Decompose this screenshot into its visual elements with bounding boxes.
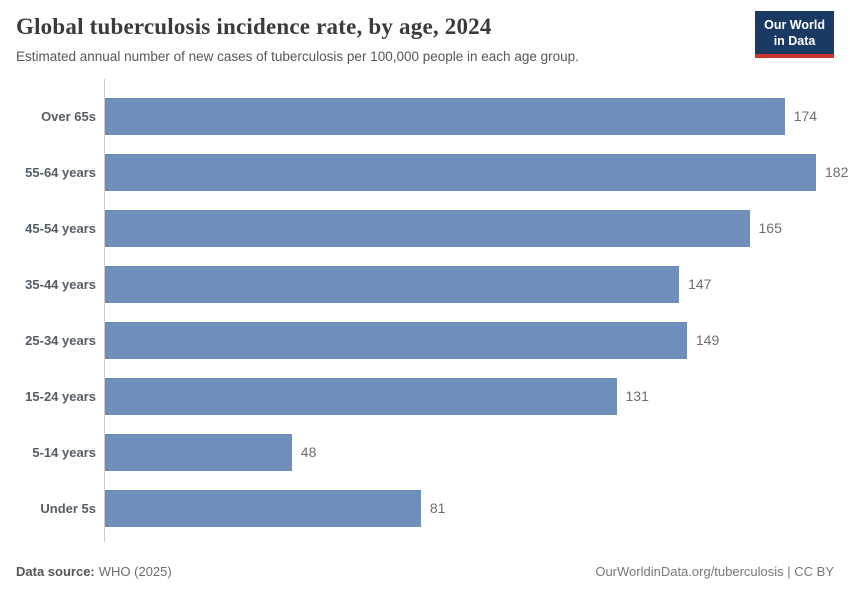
bar [104,489,421,527]
value-label: 131 [625,388,649,405]
bar [104,377,617,415]
attribution-text: OurWorldinData.org/tuberculosis | CC BY [595,564,834,580]
page-title: Global tuberculosis incidence rate, by a… [16,14,492,39]
category-label: 55-64 years [25,164,96,180]
chart-row: 15-24 years 131 [16,368,834,424]
y-axis-line [104,79,105,543]
chart-row: 5-14 years 48 [16,424,834,480]
chart-row: Over 65s 174 [16,88,834,144]
category-label: 5-14 years [32,444,96,460]
title-block: Global tuberculosis incidence rate, by a… [16,13,579,65]
category-label: Under 5s [40,500,96,516]
data-source-value: WHO (2025) [98,564,172,580]
owid-logo-line1: Our World [764,18,825,32]
category-label: 45-54 years [25,220,96,236]
chart-row: Under 5s 81 [16,480,834,536]
bar [104,321,687,359]
value-label: 149 [695,332,720,349]
category-label: 25-34 years [25,332,96,348]
chart-row: 25-34 years 149 [16,312,834,368]
chart-footer: Data source: WHO (2025) OurWorldinData.or… [16,564,834,579]
bar [104,97,785,135]
bar [104,433,292,471]
owid-logo: Our World in Data [755,11,834,58]
chart-row: 35-44 years 147 [16,256,834,312]
value-label: 48 [300,444,317,461]
chart-row: 55-64 years 182 [16,144,848,200]
bar [104,209,750,247]
bar [104,265,680,303]
data-source: Data source: WHO (2025) [16,564,172,579]
value-label: 81 [429,500,446,517]
value-label: 147 [688,276,712,293]
data-source-label: Data source: [16,564,95,580]
category-label: 15-24 years [25,388,96,404]
value-label: 174 [793,108,818,125]
bar-chart: Over 65s 174 55-64 years 182 45-54 years 165 3… [16,79,848,543]
chart-subtitle: Estimated annual number of new cases of … [16,48,579,64]
category-label: 35-44 years [25,276,96,292]
value-label: 165 [758,220,782,237]
chart-row: 45-54 years 165 [16,200,834,256]
owid-logo-line2: in Data [773,34,816,49]
chart-header: Global tuberculosis incidence rate, by a… [16,11,834,65]
value-label: 182 [825,164,849,181]
category-label: Over 65s [41,108,96,124]
bar [104,153,816,191]
